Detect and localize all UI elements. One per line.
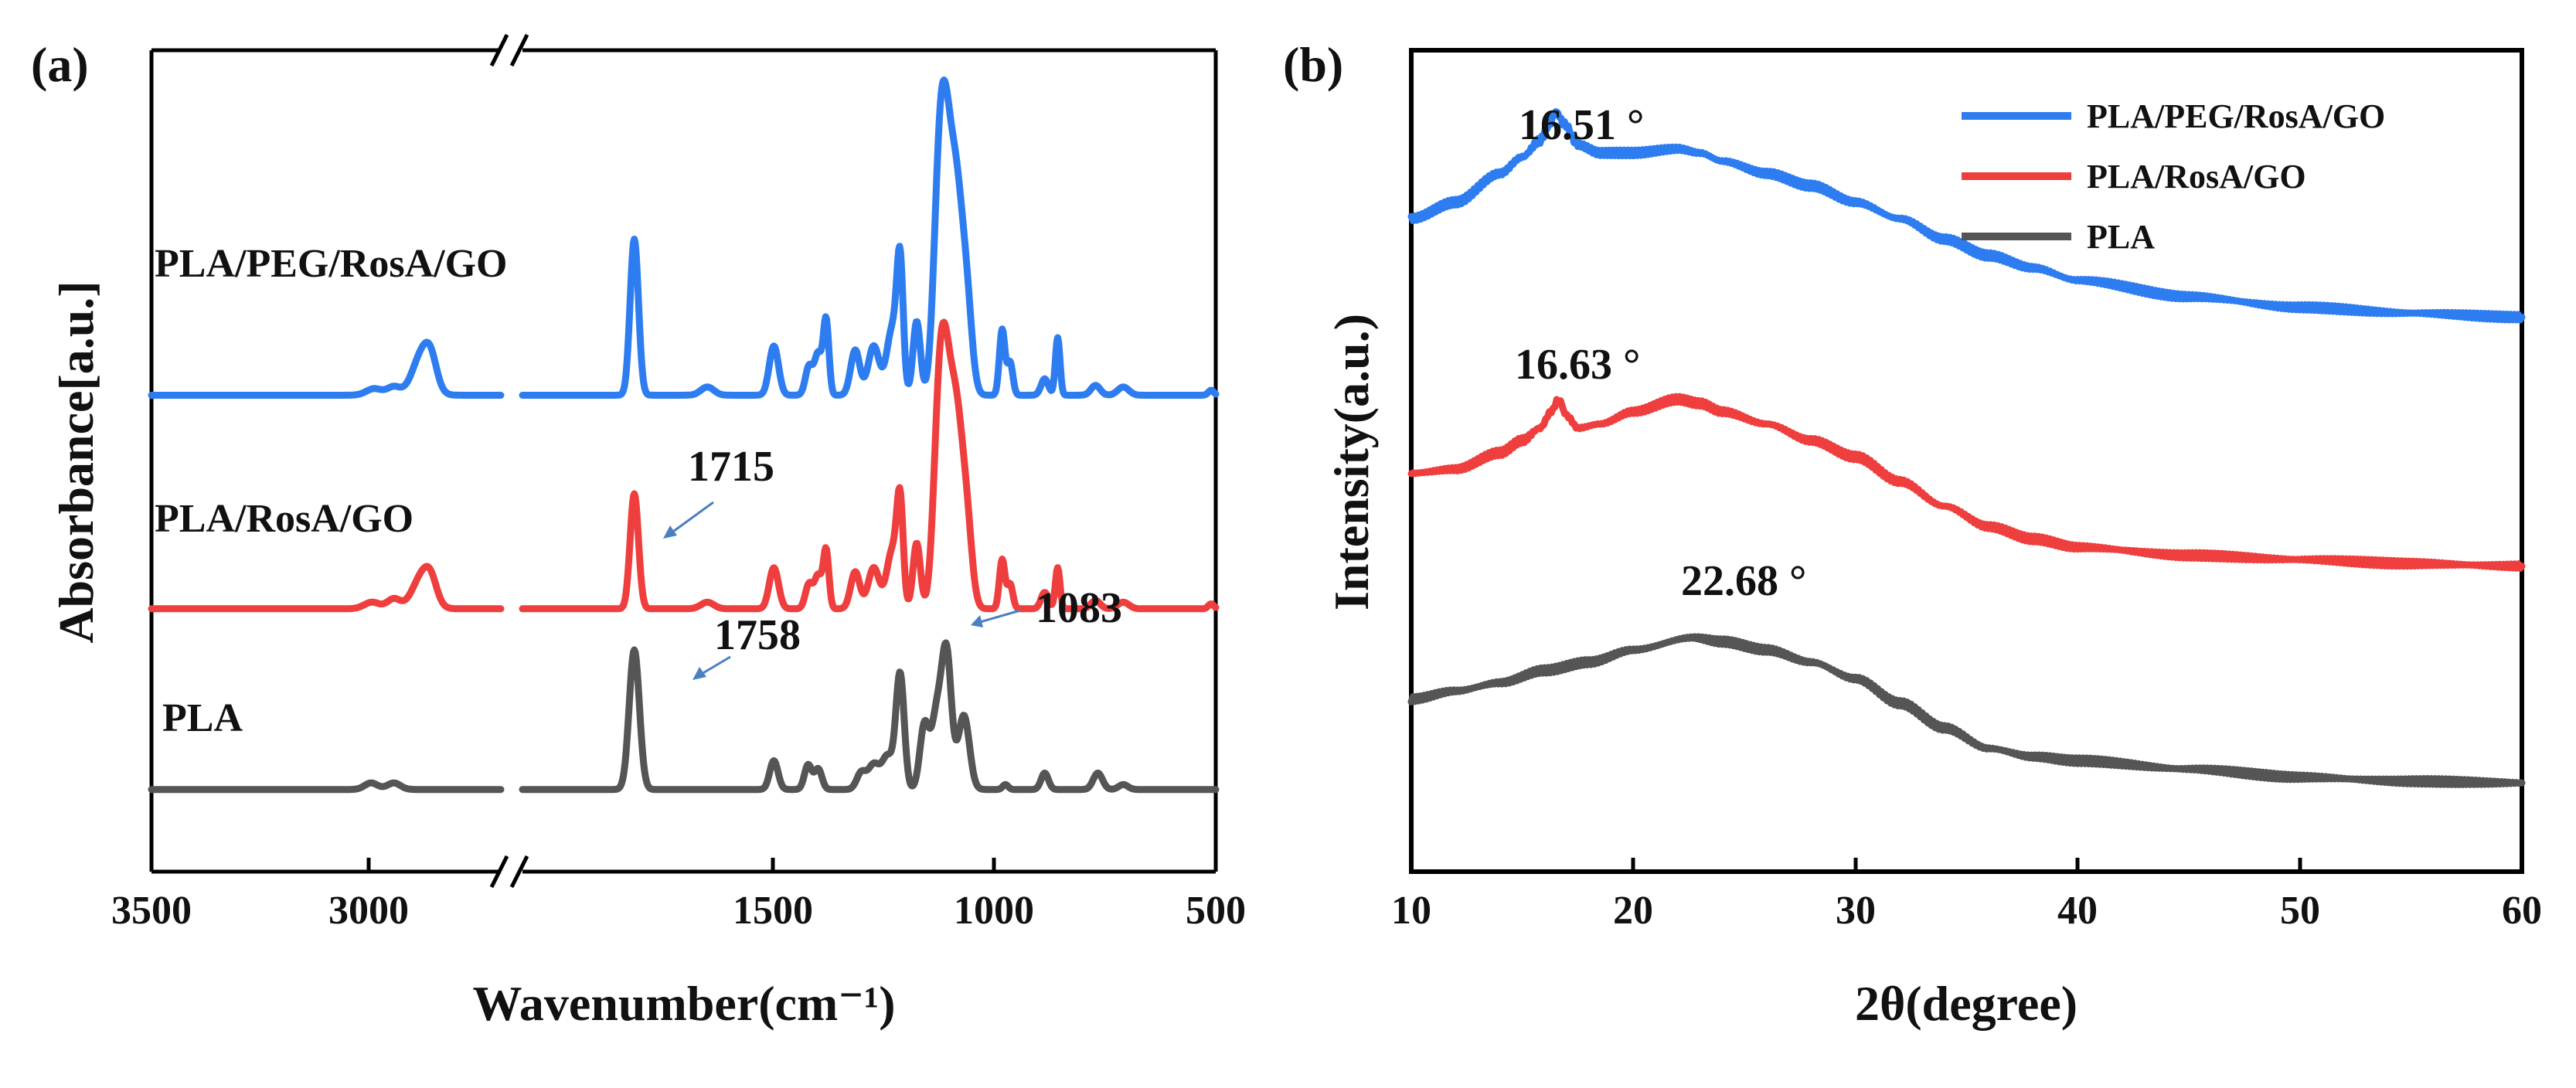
panel-a-xtick-label: 3000 <box>328 889 409 933</box>
panel-a-top-break-mark-1 <box>489 33 509 67</box>
panel-a-xtick-label: 1500 <box>733 889 813 933</box>
ftir-series-label: PLA/PEG/RosA/GO <box>155 242 507 286</box>
xrd-series-line <box>1407 633 2526 788</box>
ftir-annotation-arrow <box>670 501 714 535</box>
ftir-series-label: PLA/RosA/GO <box>155 497 413 541</box>
legend-label: PLA/RosA/GO <box>2087 158 2306 196</box>
panel-a-bottom-break-mark-1 <box>489 855 509 889</box>
panel-a-x-axis: 3500 3000 1500 1000 500 <box>111 858 1246 933</box>
panel-a-top-break-mark-2 <box>509 33 529 67</box>
panel-b-xtick-label: 50 <box>2280 889 2320 933</box>
panel-b-x-axis-title: 2θ(degree) <box>1855 976 2077 1031</box>
ftir-annotation-arrowhead <box>692 667 706 680</box>
ftir-series-line <box>148 639 1220 794</box>
panel-b-x-axis: 10 20 30 40 50 60 <box>1391 858 2542 933</box>
ftir-series-line <box>148 318 1220 613</box>
legend-label: PLA/PEG/RosA/GO <box>2087 97 2385 135</box>
xrd-peak-label: 16.51 ° <box>1519 101 1644 149</box>
panel-a-x-axis-title: Wavenumber(cm⁻¹) <box>472 976 895 1031</box>
ftir-annotation-label: 1758 <box>714 611 801 659</box>
panel-a-xtick-label: 500 <box>1186 889 1246 933</box>
panel-b-label: (b) <box>1283 37 1343 92</box>
panel-b-xtick-label: 60 <box>2502 889 2542 933</box>
ftir-annotation-arrow <box>701 655 731 675</box>
xrd-peak-label: 22.68 ° <box>1681 557 1806 605</box>
legend-label: PLA <box>2087 218 2155 256</box>
ftir-annotation-label: 1083 <box>1036 584 1122 632</box>
panel-a-xtick-label: 1000 <box>954 889 1034 933</box>
panel-b-xtick-label: 20 <box>1613 889 1653 933</box>
panel-b-xtick-label: 30 <box>1836 889 1876 933</box>
panel-a-xtick-label: 3500 <box>111 889 192 933</box>
legend: PLA/PEG/RosA/GO PLA/RosA/GO PLA <box>1962 97 2385 256</box>
ftir-series-label: PLA <box>162 696 243 740</box>
panel-a-frame <box>149 33 1218 889</box>
panel-b-xtick-label: 10 <box>1391 889 1431 933</box>
ftir-series-line <box>148 76 1220 399</box>
panel-a-y-axis-title: Absorbance[a.u.] <box>49 280 104 643</box>
xrd-series-line <box>1407 108 2526 324</box>
ftir-annotation-arrowhead <box>971 615 983 627</box>
xrd-peak-label: 16.63 ° <box>1515 341 1640 389</box>
panel-a: (a) 3500 3000 1500 1000 50 <box>31 33 1246 1031</box>
panel-a-bottom-break-mark-2 <box>509 855 529 889</box>
ftir-annotation-label: 1715 <box>688 443 774 491</box>
panel-b-y-axis-title: Intensity(a.u.) <box>1324 314 1379 610</box>
xrd-series-line <box>1407 393 2526 572</box>
ftir-annotation-arrow <box>979 609 1021 624</box>
ftir-annotation-arrowhead <box>663 525 677 539</box>
panel-b-plot-area <box>1409 48 2524 874</box>
panel-a-label: (a) <box>31 37 89 92</box>
panel-b-xtick-label: 40 <box>2057 889 2098 933</box>
panel-b: (b) 10 20 30 40 50 60 2θ(degree) Intensi… <box>1283 37 2542 1031</box>
